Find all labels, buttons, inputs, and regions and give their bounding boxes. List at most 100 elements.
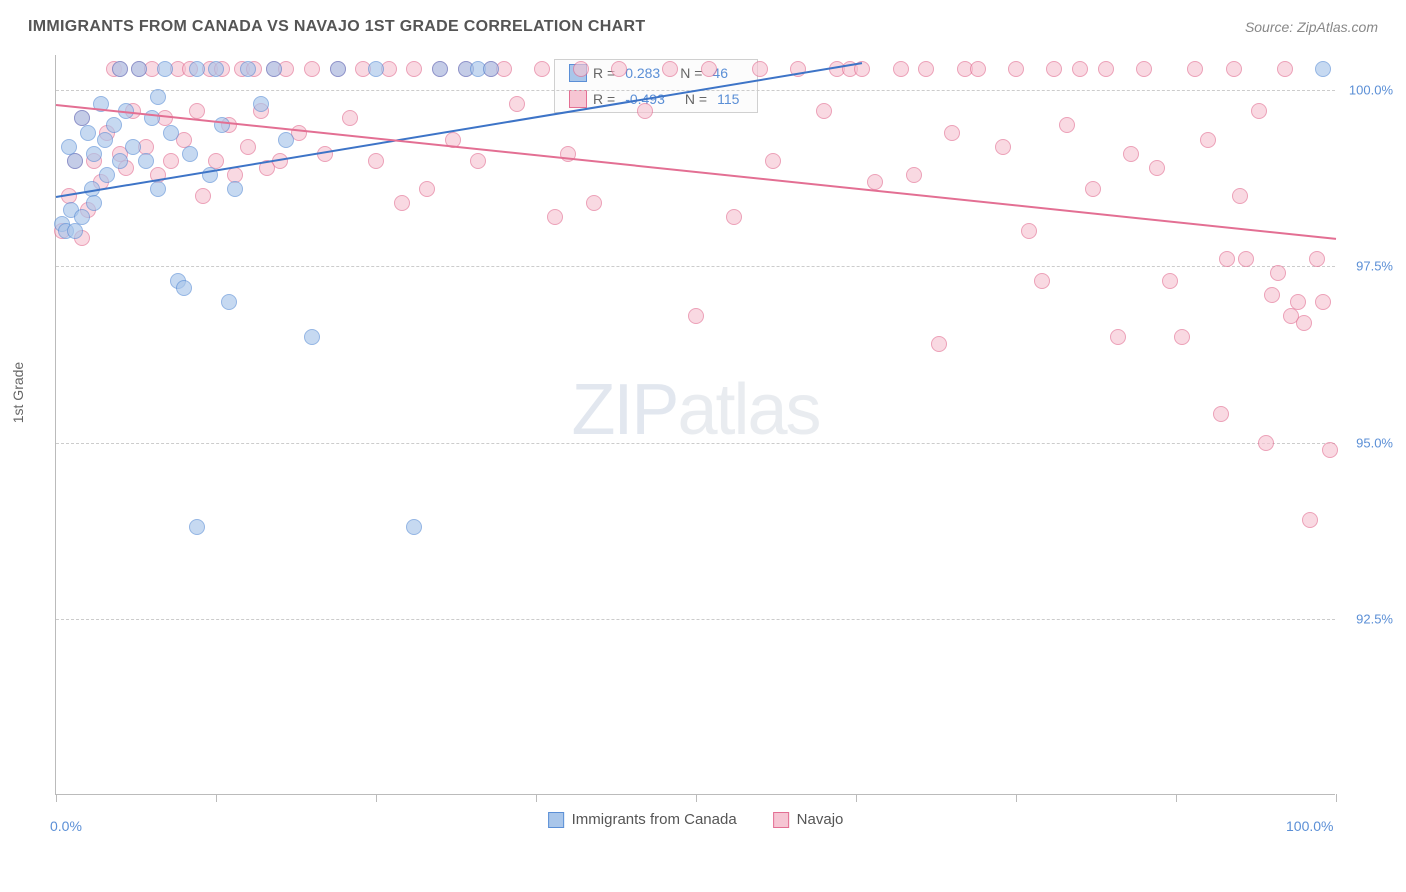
scatter-point-navajo [867, 174, 883, 190]
scatter-point-navajo [637, 103, 653, 119]
scatter-point-canada [67, 153, 83, 169]
legend-label: Navajo [797, 811, 844, 828]
scatter-point-navajo [195, 188, 211, 204]
scatter-point-canada [266, 61, 282, 77]
scatter-point-navajo [611, 61, 627, 77]
watermark: ZIPatlas [571, 369, 819, 451]
scatter-point-canada [483, 61, 499, 77]
header: IMMIGRANTS FROM CANADA VS NAVAJO 1ST GRA… [0, 0, 1406, 44]
scatter-point-navajo [394, 195, 410, 211]
scatter-point-canada [304, 329, 320, 345]
scatter-point-canada [106, 117, 122, 133]
scatter-point-navajo [368, 153, 384, 169]
scatter-point-navajo [1264, 287, 1280, 303]
scatter-point-navajo [509, 96, 525, 112]
scatter-point-navajo [1270, 265, 1286, 281]
scatter-point-navajo [1021, 223, 1037, 239]
x-tick [1176, 794, 1177, 802]
scatter-point-canada [432, 61, 448, 77]
x-tick [376, 794, 377, 802]
scatter-point-navajo [1226, 61, 1242, 77]
x-tick [56, 794, 57, 802]
scatter-point-navajo [240, 139, 256, 155]
scatter-point-canada [112, 61, 128, 77]
scatter-point-navajo [1123, 146, 1139, 162]
trend-line-navajo [56, 104, 1336, 240]
scatter-point-canada [99, 167, 115, 183]
x-tick [856, 794, 857, 802]
scatter-point-navajo [1046, 61, 1062, 77]
scatter-point-navajo [163, 153, 179, 169]
watermark-part2: atlas [677, 370, 819, 450]
scatter-point-navajo [419, 181, 435, 197]
x-axis-max-label: 100.0% [1286, 818, 1333, 834]
scatter-point-navajo [1302, 512, 1318, 528]
scatter-point-navajo [1162, 273, 1178, 289]
scatter-point-canada [74, 209, 90, 225]
scatter-point-canada [278, 132, 294, 148]
scatter-point-canada [150, 181, 166, 197]
scatter-point-canada [182, 146, 198, 162]
scatter-point-canada [240, 61, 256, 77]
watermark-part1: ZIP [571, 370, 677, 450]
scatter-point-canada [157, 61, 173, 77]
x-tick [1016, 794, 1017, 802]
x-tick [696, 794, 697, 802]
chart-title: IMMIGRANTS FROM CANADA VS NAVAJO 1ST GRA… [28, 18, 645, 36]
scatter-point-canada [189, 519, 205, 535]
scatter-point-navajo [1174, 329, 1190, 345]
scatter-point-canada [138, 153, 154, 169]
scatter-point-canada [131, 61, 147, 77]
y-tick-label: 97.5% [1356, 259, 1393, 274]
scatter-point-navajo [931, 336, 947, 352]
scatter-point-navajo [918, 61, 934, 77]
source-attribution: Source: ZipAtlas.com [1245, 19, 1378, 35]
x-tick [216, 794, 217, 802]
y-axis-title: 1st Grade [10, 362, 26, 423]
scatter-point-canada [189, 61, 205, 77]
scatter-point-navajo [816, 103, 832, 119]
scatter-point-navajo [995, 139, 1011, 155]
scatter-point-navajo [1238, 251, 1254, 267]
source-label: Source: [1245, 19, 1297, 35]
n-value: 115 [713, 91, 743, 107]
scatter-point-navajo [1213, 406, 1229, 422]
scatter-point-canada [406, 519, 422, 535]
scatter-point-canada [253, 96, 269, 112]
scatter-point-navajo [765, 153, 781, 169]
scatter-point-navajo [688, 308, 704, 324]
scatter-point-navajo [1290, 294, 1306, 310]
scatter-point-canada [150, 89, 166, 105]
scatter-point-navajo [1008, 61, 1024, 77]
scatter-point-navajo [1085, 181, 1101, 197]
scatter-point-canada [227, 181, 243, 197]
scatter-point-canada [330, 61, 346, 77]
scatter-point-navajo [1251, 103, 1267, 119]
scatter-point-navajo [1258, 435, 1274, 451]
x-tick [536, 794, 537, 802]
scatter-point-canada [176, 280, 192, 296]
scatter-point-navajo [1059, 117, 1075, 133]
scatter-point-navajo [1136, 61, 1152, 77]
n-prefix: N = [680, 65, 702, 81]
scatter-point-canada [208, 61, 224, 77]
scatter-point-navajo [1149, 160, 1165, 176]
scatter-point-navajo [1322, 442, 1338, 458]
scatter-point-canada [80, 125, 96, 141]
scatter-point-navajo [944, 125, 960, 141]
scatter-point-navajo [662, 61, 678, 77]
legend-swatch-navajo [569, 90, 587, 108]
scatter-chart: ZIPatlas R = 0.283N = 46R = -0.493N = 11… [55, 55, 1335, 795]
legend-swatch-icon [773, 812, 789, 828]
scatter-point-navajo [547, 209, 563, 225]
scatter-point-canada [86, 146, 102, 162]
scatter-point-canada [368, 61, 384, 77]
scatter-point-navajo [752, 61, 768, 77]
scatter-point-canada [86, 195, 102, 211]
n-prefix: N = [685, 91, 707, 107]
scatter-point-navajo [726, 209, 742, 225]
scatter-point-navajo [893, 61, 909, 77]
legend-swatch-icon [548, 812, 564, 828]
x-tick [1336, 794, 1337, 802]
bottom-legend: Immigrants from CanadaNavajo [548, 811, 844, 828]
